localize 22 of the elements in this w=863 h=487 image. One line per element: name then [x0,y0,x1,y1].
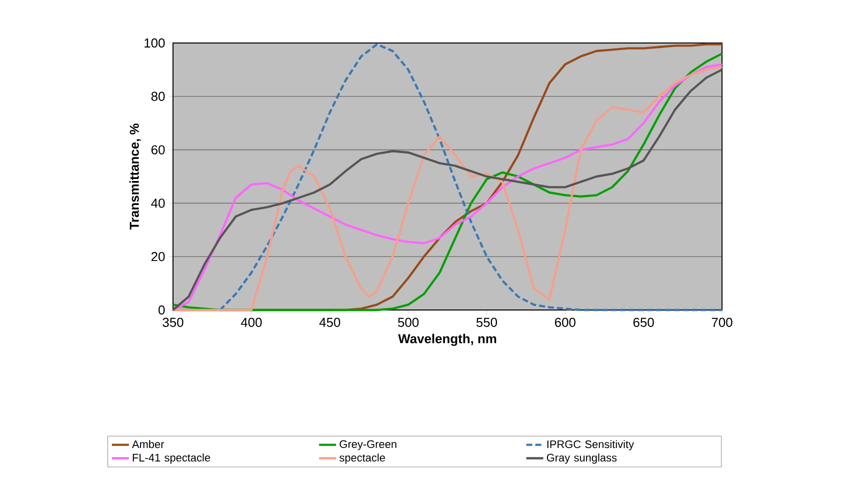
y-tick-label: 60 [151,145,165,154]
legend-label: spectacle [339,454,385,464]
x-axis-title: Wavelength, nm [398,334,496,346]
legend-label: FL-41 spectacle [132,454,210,464]
legend-label: IPRGC Sensitivity [547,440,634,450]
y-axis-title: Transmittance, % [129,124,141,230]
x-tick-label: 550 [476,318,498,327]
y-tick-label: 40 [151,198,165,208]
legend-label: Amber [132,440,164,448]
y-tick-label: 100 [144,38,165,48]
x-tick-label: 700 [712,318,732,327]
legend-label: Gray sunglass [546,454,617,464]
y-tick-label: 20 [151,252,165,262]
x-tick-label: 350 [162,318,184,327]
x-tick-label: 450 [319,318,340,327]
x-tick-label: 500 [398,318,419,327]
y-tick-label: 0 [158,305,165,315]
x-tick-label: 600 [555,318,576,327]
y-tick-label: 80 [151,92,165,101]
x-tick-label: 650 [633,318,654,327]
legend-label: Grey-Green [340,440,396,450]
x-tick-label: 400 [240,318,262,327]
